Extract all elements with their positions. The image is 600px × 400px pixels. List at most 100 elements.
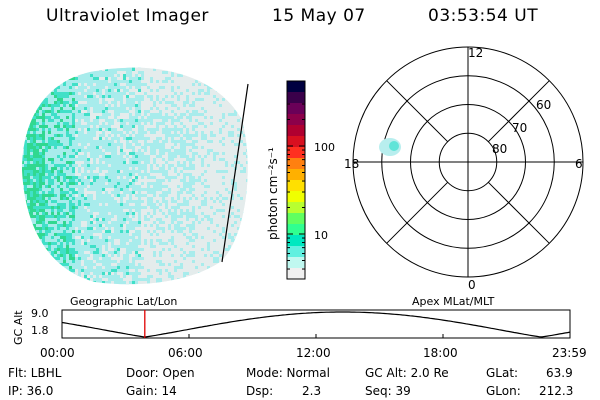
earth-pixel [135,89,138,92]
earth-pixel [162,167,165,170]
earth-pixel [222,74,225,77]
earth-pixel [117,170,120,173]
earth-pixel [168,134,171,137]
earth-pixel [156,71,159,74]
earth-pixel [183,137,186,140]
earth-pixel [246,107,248,110]
earth-pixel [39,77,42,80]
earth-pixel [195,134,198,137]
earth-pixel [198,188,201,191]
earth-pixel [63,173,66,176]
earth-pixel [123,221,126,224]
earth-pixel [240,86,243,89]
earth-pixel [222,125,225,128]
earth-pixel [195,182,198,185]
earth-pixel [255,200,258,203]
earth-pixel [153,173,156,176]
earth-pixel [255,137,258,140]
earth-pixel [117,245,120,248]
earth-pixel [39,101,42,104]
earth-pixel [192,104,195,107]
earth-pixel [66,239,69,242]
earth-pixel [72,92,75,95]
earth-pixel [180,200,183,203]
earth-pixel [22,92,24,95]
earth-pixel [108,71,111,74]
earth-pixel [129,116,132,119]
earth-pixel [42,140,45,143]
earth-pixel [117,119,120,122]
earth-pixel [75,245,78,248]
earth-pixel [75,242,78,245]
earth-pixel [81,158,84,161]
earth-pixel [246,215,248,218]
earth-pixel [60,167,63,170]
earth-pixel [141,164,144,167]
earth-pixel [177,194,180,197]
earth-pixel [204,155,207,158]
earth-pixel [183,80,186,83]
earth-pixel [90,86,93,89]
earth-pixel [255,83,258,86]
earth-pixel [186,74,189,77]
earth-pixel [171,236,174,239]
earth-pixel [27,209,30,212]
earth-pixel [57,98,60,101]
earth-pixel [120,146,123,149]
earth-pixel [138,86,141,89]
earth-pixel [225,209,228,212]
earth-pixel [255,128,258,131]
earth-pixel [33,227,36,230]
earth-pixel [165,167,168,170]
earth-pixel [57,200,60,203]
earth-pixel [252,128,255,131]
earth-pixel [108,212,111,215]
earth-pixel [51,116,54,119]
earth-pixel [18,206,21,209]
earth-pixel [216,80,219,83]
earth-pixel [156,233,159,236]
earth-pixel [102,236,105,239]
earth-pixel [135,212,138,215]
earth-pixel [141,182,144,185]
earth-pixel [156,158,159,161]
earth-pixel [204,173,207,176]
earth-pixel [147,137,150,140]
earth-pixel [228,92,231,95]
earth-pixel [234,161,237,164]
earth-pixel [105,230,108,233]
earth-pixel [51,167,54,170]
earth-pixel [180,197,183,200]
earth-pixel [45,152,48,155]
earth-pixel [198,68,201,71]
earth-pixel [165,194,168,197]
earth-pixel [198,116,201,119]
earth-pixel [72,173,75,176]
earth-pixel [22,164,24,167]
earth-pixel [27,125,30,128]
earth-pixel [108,119,111,122]
earth-pixel [183,245,186,248]
earth-pixel [96,224,99,227]
earth-pixel [138,113,141,116]
earth-pixel [144,137,147,140]
earth-pixel [177,146,180,149]
earth-pixel [225,101,228,104]
earth-pixel [171,104,174,107]
earth-pixel [159,83,162,86]
earth-pixel [255,65,258,68]
earth-pixel [159,170,162,173]
earth-pixel [102,161,105,164]
earth-pixel [237,98,240,101]
earth-pixel [51,194,54,197]
earth-pixel [75,80,78,83]
earth-pixel [186,149,189,152]
earth-pixel [186,107,189,110]
earth-pixel [123,197,126,200]
earth-pixel [255,164,258,167]
earth-pixel [252,125,255,128]
earth-pixel [195,92,198,95]
earth-pixel [249,200,252,203]
earth-pixel [243,221,246,224]
earth-pixel [24,161,27,164]
